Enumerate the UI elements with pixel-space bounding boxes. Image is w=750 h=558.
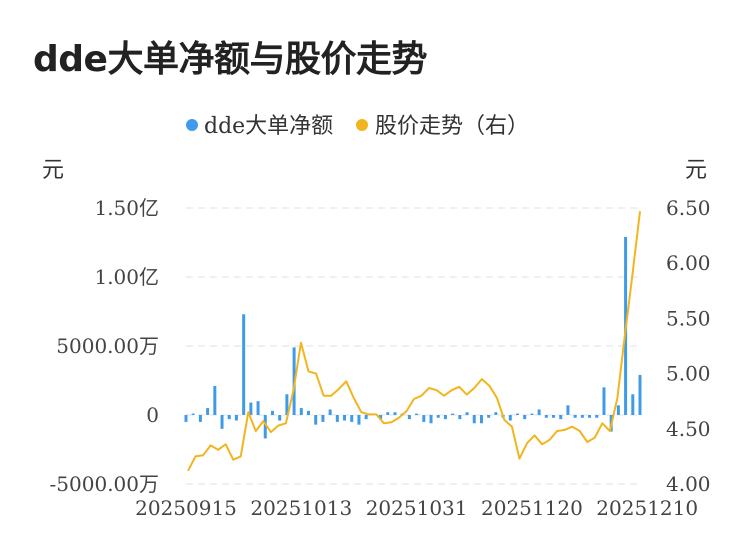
bar — [588, 415, 592, 418]
x-axis-ticks: 20250915 20251013 20251031 20251120 20251210 — [135, 496, 698, 520]
bar — [616, 405, 620, 415]
bar — [422, 415, 426, 422]
y-right-tick-label: 4.00 — [666, 472, 711, 496]
bar — [595, 415, 599, 418]
y-right-tick-label: 6.00 — [666, 251, 711, 275]
x-tick-label: 20251210 — [596, 496, 698, 520]
grid-lines — [186, 207, 640, 485]
bar — [523, 415, 527, 420]
bar — [479, 415, 483, 424]
bar — [429, 415, 433, 424]
bar — [307, 410, 311, 415]
bar — [443, 415, 447, 420]
y-left-tick-label: 1.00亿 — [94, 265, 159, 289]
x-tick-label: 20251120 — [481, 496, 583, 520]
bar — [458, 415, 462, 420]
bar-series-dde — [184, 236, 642, 439]
legend-marker-1 — [356, 119, 368, 131]
y-left-tick-label: 0 — [146, 403, 159, 427]
bar — [270, 410, 274, 415]
y-left-unit-label: 元 — [42, 158, 64, 183]
bar — [638, 374, 642, 415]
bar — [559, 415, 563, 420]
bar — [213, 386, 217, 415]
bar — [256, 401, 260, 415]
legend-label-1: 股价走势（右） — [375, 114, 529, 139]
bar — [487, 415, 491, 418]
y-right-unit-label: 元 — [685, 158, 707, 183]
bar — [379, 415, 383, 420]
bar — [328, 409, 332, 415]
bar — [530, 413, 534, 415]
y-left-tick-label: -5000.00万 — [50, 472, 159, 496]
bar — [494, 412, 498, 415]
chart-legend: dde大单净额 股价走势（右） — [186, 114, 529, 139]
bar — [206, 408, 210, 415]
legend-marker-0 — [186, 119, 198, 131]
bar — [580, 415, 584, 418]
bar — [436, 415, 440, 418]
bar — [314, 415, 318, 425]
bar — [465, 412, 469, 415]
y-right-axis-ticks: 6.50 6.00 5.50 5.00 4.50 4.00 — [666, 196, 711, 496]
x-tick-label: 20250915 — [135, 496, 237, 520]
bar — [184, 415, 188, 422]
bar — [451, 413, 455, 415]
bar — [249, 402, 253, 415]
bar — [357, 415, 361, 425]
bar — [263, 415, 267, 439]
line-series-price — [187, 211, 641, 472]
y-left-axis-ticks: 1.50亿 1.00亿 5000.00万 0 -5000.00万 — [50, 196, 159, 496]
chart-title: dde大单净额与股价走势 — [33, 39, 427, 80]
bar — [537, 409, 541, 415]
bar — [335, 415, 339, 422]
y-right-tick-label: 5.50 — [666, 306, 711, 330]
bar — [515, 413, 519, 415]
bar — [472, 415, 476, 424]
y-right-tick-label: 5.00 — [666, 362, 711, 386]
price-line — [187, 211, 641, 472]
bar — [227, 415, 231, 420]
bar — [198, 415, 202, 422]
bar — [364, 415, 368, 420]
bar — [407, 415, 411, 420]
legend-label-0: dde大单净额 — [204, 114, 333, 139]
bar — [234, 415, 238, 421]
bar — [285, 394, 289, 415]
bar — [544, 415, 548, 418]
bar — [321, 415, 325, 422]
y-right-tick-label: 6.50 — [666, 196, 711, 220]
x-tick-label: 20251031 — [366, 496, 468, 520]
bar — [415, 413, 419, 415]
bar — [299, 408, 303, 415]
bar — [573, 415, 577, 418]
bar — [631, 394, 635, 415]
bar — [191, 413, 195, 415]
bar — [602, 387, 606, 415]
bar — [220, 415, 224, 429]
bar — [393, 412, 397, 415]
bar — [278, 415, 282, 421]
bar — [566, 405, 570, 415]
y-right-tick-label: 4.50 — [666, 417, 711, 441]
y-left-tick-label: 1.50亿 — [94, 196, 159, 220]
bar — [552, 415, 556, 418]
bar — [343, 415, 347, 421]
bar — [242, 314, 246, 415]
bar — [508, 415, 512, 421]
bar — [350, 415, 354, 422]
bar — [386, 412, 390, 415]
x-tick-label: 20251013 — [250, 496, 352, 520]
y-left-tick-label: 5000.00万 — [56, 334, 159, 358]
